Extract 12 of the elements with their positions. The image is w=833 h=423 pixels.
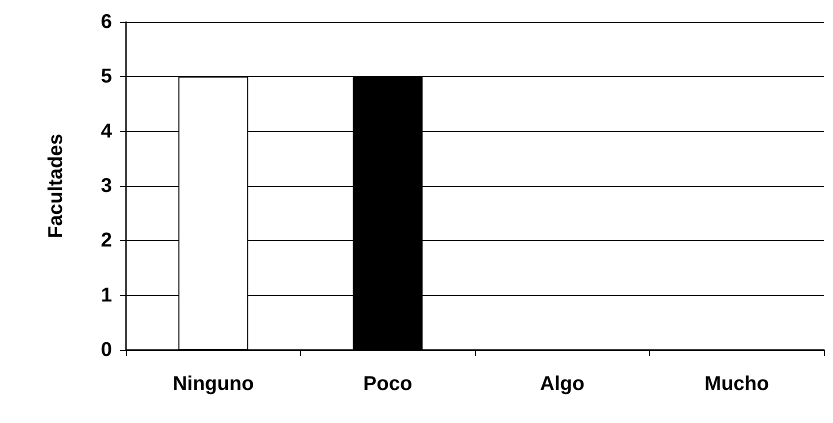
y-tick-label: 5 — [100, 66, 112, 88]
y-tick-label: 0 — [100, 339, 112, 361]
x-tick-label: Mucho — [704, 373, 769, 395]
x-tick-label: Poco — [363, 373, 412, 395]
y-tick-label: 3 — [100, 175, 112, 197]
y-tick-label: 6 — [100, 11, 112, 33]
y-tick-label: 2 — [100, 230, 112, 252]
y-tick-label: 1 — [100, 284, 112, 306]
x-tick-label: Ninguno — [172, 373, 254, 395]
y-tick-label: 4 — [100, 120, 113, 142]
y-axis-title: Facultades — [45, 134, 67, 238]
x-tick-label: Algo — [540, 373, 584, 395]
